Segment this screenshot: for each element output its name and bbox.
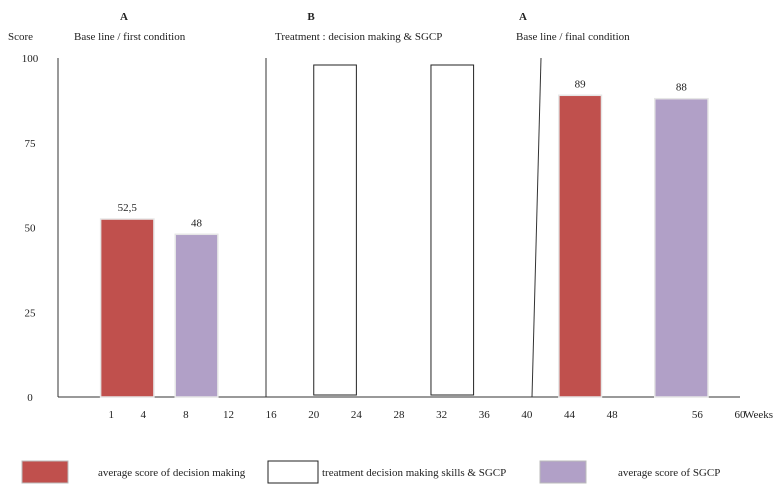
legend-swatch-decision <box>21 460 69 484</box>
legend-swatch-treatment <box>267 460 319 484</box>
x-tick-label-11: 44 <box>564 409 576 421</box>
y-axis-title: Score <box>8 31 33 43</box>
y-tick-label-0: 0 <box>27 392 33 404</box>
y-tick-label-1: 25 <box>25 307 37 319</box>
x-tick-label-3: 12 <box>223 409 234 421</box>
bar-treatment-2 <box>313 64 357 396</box>
y-tick-label-2: 50 <box>25 223 37 235</box>
x-tick-label-14: 60 <box>735 409 747 421</box>
phase-code-1: A <box>120 11 128 23</box>
x-tick-label-6: 24 <box>351 409 363 421</box>
phase-label-1: Base line / first condition <box>74 31 186 43</box>
bars <box>99 64 709 398</box>
x-tick-label-7: 28 <box>394 409 406 421</box>
phase-label-2: Treatment : decision making & SGCP <box>275 31 442 43</box>
bar-decision-4 <box>558 94 603 398</box>
legend-label-treatment: treatment decision making skills & SGCP <box>322 467 506 479</box>
legend: average score of decision making treatme… <box>21 460 720 484</box>
legend-label-decision: average score of decision making <box>98 467 246 479</box>
x-tick-label-9: 36 <box>479 409 491 421</box>
bar-value-label-0: 52,5 <box>118 202 138 214</box>
x-tick-label-0: 1 <box>109 409 115 421</box>
phase-divider-2 <box>531 57 542 398</box>
legend-swatch-sgcp <box>539 460 587 484</box>
y-tick-label-4: 100 <box>22 53 39 65</box>
phase-label-3: Base line / final condition <box>516 31 630 43</box>
y-tick-labels: 0 25 50 75 100 <box>22 53 39 404</box>
y-tick-label-3: 75 <box>25 138 37 150</box>
bar-sgcp-5 <box>654 97 709 398</box>
x-tick-label-12: 48 <box>607 409 619 421</box>
x-tick-label-8: 32 <box>436 409 447 421</box>
bar-value-labels: 52,5 48 89 88 <box>118 78 688 229</box>
x-tick-label-5: 20 <box>308 409 320 421</box>
bar-value-label-4: 89 <box>575 78 587 90</box>
x-tick-labels: 1 4 8 12 16 20 24 28 32 36 40 44 48 56 60 <box>109 409 746 421</box>
bar-value-label-5: 88 <box>676 82 688 94</box>
bar-decision-0 <box>99 218 155 398</box>
x-axis-title: Weeks <box>744 409 773 421</box>
x-tick-label-1: 4 <box>141 409 147 421</box>
phase-code-3: A <box>519 11 527 23</box>
x-tick-label-13: 56 <box>692 409 704 421</box>
legend-label-sgcp: average score of SGCP <box>618 467 720 479</box>
phase-code-2: B <box>307 11 315 23</box>
x-tick-label-4: 16 <box>266 409 278 421</box>
bar-treatment-3 <box>430 64 475 396</box>
bar-sgcp-1 <box>174 233 219 398</box>
x-tick-label-10: 40 <box>521 409 533 421</box>
bar-value-label-1: 48 <box>191 217 203 229</box>
x-tick-label-2: 8 <box>183 409 189 421</box>
